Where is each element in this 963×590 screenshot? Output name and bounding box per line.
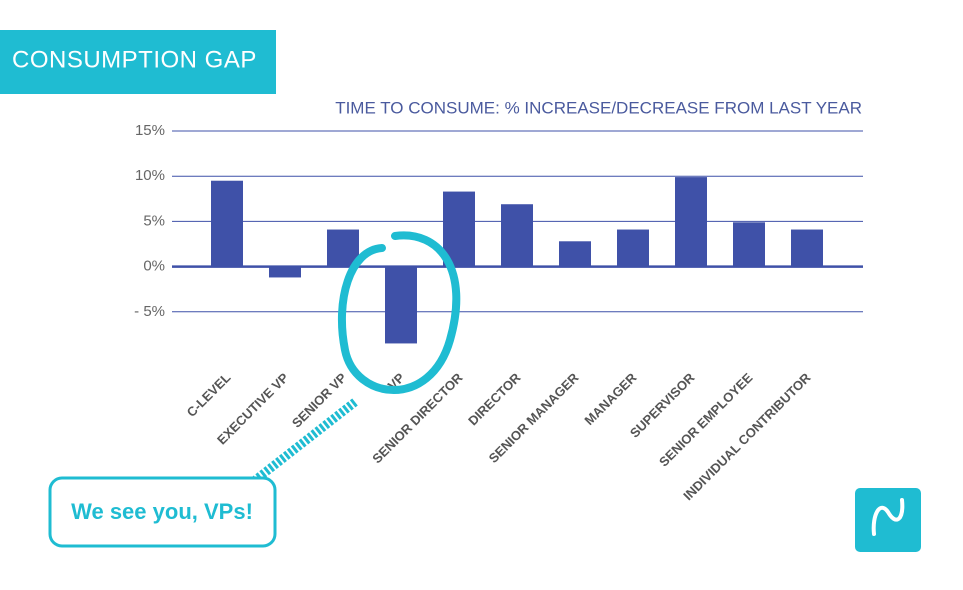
- bar: [559, 241, 591, 267]
- bar: [269, 266, 301, 278]
- bar: [211, 180, 243, 267]
- y-tick-label: - 5%: [134, 303, 165, 320]
- chart-title: TIME TO CONSUME: % INCREASE/DECREASE FRO…: [335, 98, 862, 117]
- header: CONSUMPTION GAP: [12, 46, 257, 73]
- logo-mark: [871, 498, 905, 536]
- annotation-box: [48, 476, 277, 548]
- bar: [617, 229, 649, 267]
- annotation: We see you, VPs!: [71, 499, 253, 524]
- y-tick-label: 15%: [135, 122, 165, 139]
- bar: [443, 191, 475, 267]
- logo: [855, 488, 921, 552]
- bar: [733, 222, 765, 267]
- x-tick-label: INDIVIDUAL CONTRIBUTOR: [680, 370, 814, 504]
- highlight-circle: [338, 231, 461, 394]
- bar: [501, 204, 533, 267]
- header-band: [0, 30, 276, 94]
- bar: [791, 229, 823, 267]
- y-tick-label: 10%: [135, 167, 165, 184]
- y-tick-label: 5%: [143, 212, 165, 229]
- y-tick-label: 0%: [143, 258, 165, 275]
- x-tick-label: MANAGER: [581, 370, 640, 429]
- x-tick-label: C-LEVEL: [184, 370, 234, 420]
- bar: [385, 266, 417, 344]
- x-tick-label: DIRECTOR: [465, 370, 524, 429]
- x-tick-label: SENIOR VP: [289, 370, 350, 431]
- bar: [327, 229, 359, 267]
- bar: [675, 177, 707, 267]
